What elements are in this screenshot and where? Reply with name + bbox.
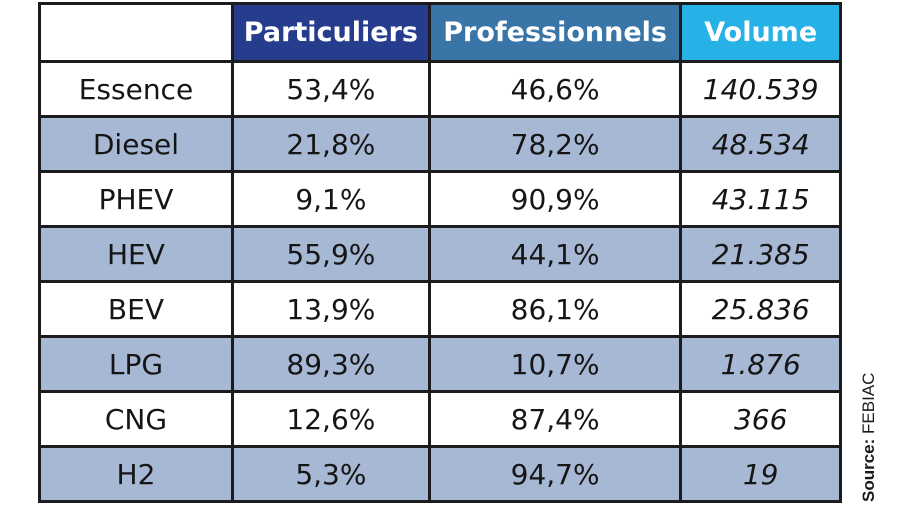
source-label: Source:: [859, 438, 878, 502]
professionnels-cell: 87,4%: [427, 390, 683, 448]
table-row: HEV 55,9% 44,1% 21.385: [38, 225, 842, 283]
table-row: LPG 89,3% 10,7% 1.876: [38, 335, 842, 393]
volume-cell: 43.115: [679, 170, 842, 228]
fuel-type-cell: Essence: [38, 60, 234, 118]
header-volume: Volume: [679, 2, 842, 63]
volume-cell: 19: [679, 445, 842, 503]
header-professionnels: Professionnels: [427, 2, 683, 63]
volume-cell: 25.836: [679, 280, 842, 338]
professionnels-cell: 44,1%: [427, 225, 683, 283]
professionnels-cell: 78,2%: [427, 115, 683, 173]
particuliers-cell: 9,1%: [230, 170, 431, 228]
source-note: Source: FEBIAC: [859, 373, 879, 502]
fuel-type-cell: PHEV: [38, 170, 234, 228]
table-row: CNG 12,6% 87,4% 366: [38, 390, 842, 448]
table-row: Essence 53,4% 46,6% 140.539: [38, 60, 842, 118]
professionnels-cell: 94,7%: [427, 445, 683, 503]
table-row: BEV 13,9% 86,1% 25.836: [38, 280, 842, 338]
volume-cell: 140.539: [679, 60, 842, 118]
fuel-type-cell: H2: [38, 445, 234, 503]
particuliers-cell: 21,8%: [230, 115, 431, 173]
table-row: PHEV 9,1% 90,9% 43.115: [38, 170, 842, 228]
volume-cell: 48.534: [679, 115, 842, 173]
volume-cell: 21.385: [679, 225, 842, 283]
source-value: FEBIAC: [859, 372, 878, 434]
fuel-type-cell: BEV: [38, 280, 234, 338]
particuliers-cell: 53,4%: [230, 60, 431, 118]
volume-cell: 366: [679, 390, 842, 448]
professionnels-cell: 10,7%: [427, 335, 683, 393]
volume-cell: 1.876: [679, 335, 842, 393]
header-row: Particuliers Professionnels Volume: [38, 2, 842, 63]
table-row: Diesel 21,8% 78,2% 48.534: [38, 115, 842, 173]
professionnels-cell: 46,6%: [427, 60, 683, 118]
particuliers-cell: 89,3%: [230, 335, 431, 393]
fuel-share-table: Particuliers Professionnels Volume Essen…: [38, 2, 842, 503]
fuel-type-cell: HEV: [38, 225, 234, 283]
fuel-type-cell: CNG: [38, 390, 234, 448]
table-row: H2 5,3% 94,7% 19: [38, 445, 842, 503]
fuel-type-cell: Diesel: [38, 115, 234, 173]
professionnels-cell: 86,1%: [427, 280, 683, 338]
particuliers-cell: 12,6%: [230, 390, 431, 448]
fuel-type-cell: LPG: [38, 335, 234, 393]
particuliers-cell: 55,9%: [230, 225, 431, 283]
professionnels-cell: 90,9%: [427, 170, 683, 228]
particuliers-cell: 5,3%: [230, 445, 431, 503]
header-particuliers: Particuliers: [230, 2, 431, 63]
header-empty-cell: [38, 2, 234, 63]
particuliers-cell: 13,9%: [230, 280, 431, 338]
